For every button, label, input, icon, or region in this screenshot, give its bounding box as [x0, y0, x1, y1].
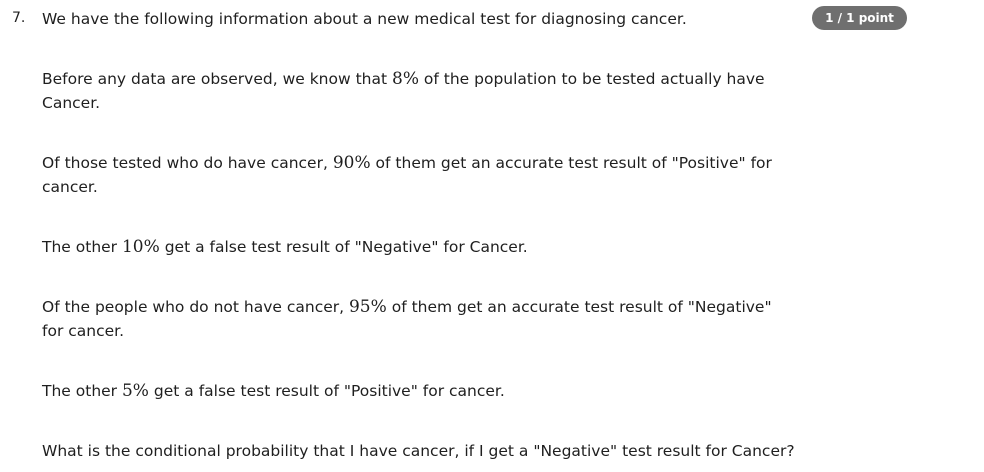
math-value: 5%	[121, 381, 149, 401]
specificity-paragraph: Of the people who do not have cancer, 95…	[42, 295, 772, 343]
false-negative-paragraph: The other 10% get a false test result of…	[42, 235, 772, 259]
prior-probability-paragraph: Before any data are observed, we know th…	[42, 67, 772, 115]
paragraph-text-before: Before any data are observed, we know th…	[42, 70, 392, 88]
paragraph-text-after: of the population to be tested actually …	[42, 70, 765, 112]
paragraph-text: We have the following information about …	[42, 10, 687, 28]
paragraph-text-after: of them get an accurate test result of "…	[42, 154, 772, 196]
question-number: 7.	[12, 10, 26, 26]
paragraph-text-after: of them get an accurate test result of "…	[42, 298, 772, 340]
question-intro: We have the following information about …	[42, 7, 772, 31]
math-value: 8%	[392, 69, 419, 89]
math-value: 10%	[121, 237, 160, 257]
paragraph-text-after: get a false test result of "Positive" fo…	[148, 382, 505, 400]
math-value: 90%	[332, 153, 371, 173]
paragraph-text-before: The other	[42, 238, 122, 256]
paragraph-text-after: get a false test result of "Negative" fo…	[159, 238, 528, 256]
paragraph-text-before: Of those tested who do have cancer,	[42, 154, 333, 172]
math-value: 95%	[348, 297, 387, 317]
score-badge: 1 / 1 point	[812, 6, 907, 30]
paragraph-text-before: Of the people who do not have cancer,	[42, 298, 349, 316]
sensitivity-paragraph: Of those tested who do have cancer, 90% …	[42, 151, 772, 199]
false-positive-paragraph: The other 5% get a false test result of …	[42, 379, 772, 403]
paragraph-text: What is the conditional probability that…	[42, 442, 795, 460]
paragraph-text-before: The other	[42, 382, 122, 400]
question-prompt: What is the conditional probability that…	[42, 439, 802, 463]
